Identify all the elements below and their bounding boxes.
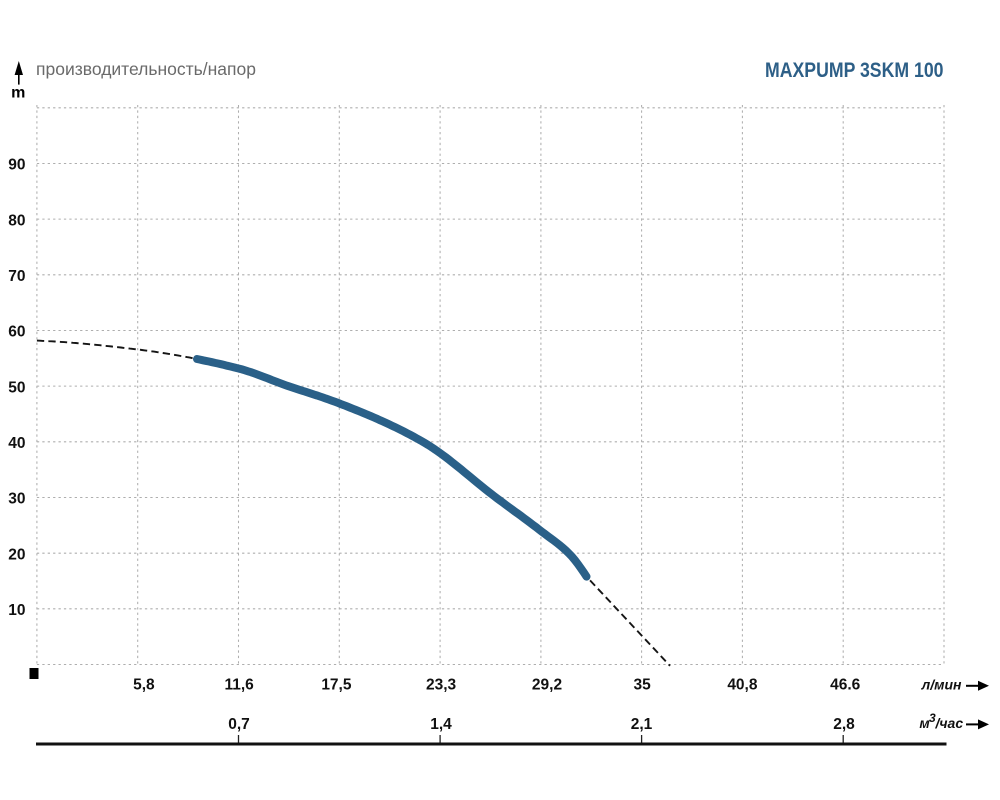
svg-text:2,1: 2,1 <box>631 716 653 733</box>
svg-text:10: 10 <box>8 602 25 619</box>
svg-text:2,8: 2,8 <box>833 716 855 733</box>
svg-text:20: 20 <box>8 546 25 563</box>
svg-text:50: 50 <box>8 379 25 396</box>
svg-text:30: 30 <box>8 491 25 508</box>
svg-text:35: 35 <box>633 677 651 694</box>
svg-text:/час: /час <box>935 715 964 731</box>
svg-text:л/мин: л/мин <box>921 677 963 693</box>
svg-text:29,2: 29,2 <box>532 677 562 694</box>
svg-text:5,8: 5,8 <box>133 677 155 694</box>
svg-text:70: 70 <box>8 268 25 285</box>
svg-text:11,6: 11,6 <box>224 677 254 694</box>
svg-text:80: 80 <box>8 212 25 229</box>
svg-text:46.6: 46.6 <box>830 677 861 694</box>
svg-text:3: 3 <box>929 711 936 725</box>
svg-text:м: м <box>919 715 930 731</box>
svg-text:0,7: 0,7 <box>228 716 250 733</box>
svg-text:MAXPUMP 3SKM 100: MAXPUMP 3SKM 100 <box>765 59 944 82</box>
svg-text:40,8: 40,8 <box>727 677 758 694</box>
svg-text:60: 60 <box>8 324 25 341</box>
svg-text:23,3: 23,3 <box>426 677 457 694</box>
svg-text:40: 40 <box>8 435 25 452</box>
svg-text:m: m <box>11 84 25 101</box>
svg-text:17,5: 17,5 <box>321 677 352 694</box>
svg-text:производительность/напор: производительность/напор <box>36 59 256 79</box>
svg-text:90: 90 <box>8 157 25 174</box>
svg-text:1,4: 1,4 <box>430 716 452 733</box>
